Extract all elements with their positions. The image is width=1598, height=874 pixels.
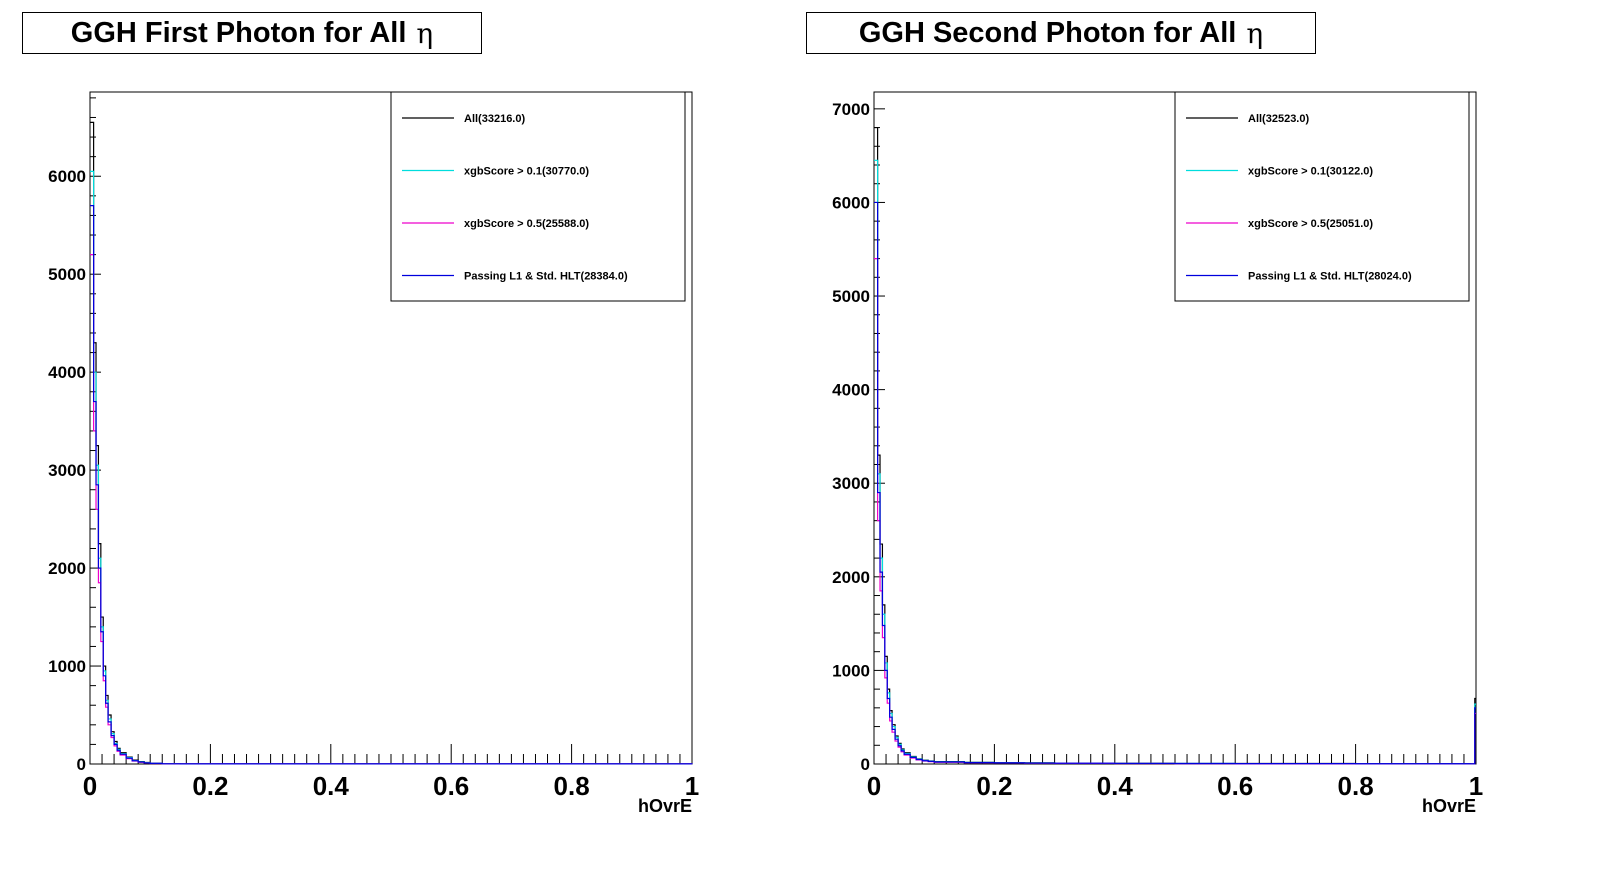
x-axis-title: hOvrE [1422, 796, 1476, 816]
x-tick-label: 1 [685, 771, 699, 801]
y-tick-label: 6000 [48, 167, 86, 186]
legend-entry: xgbScore > 0.5(25588.0) [464, 218, 589, 230]
y-tick-label: 1000 [48, 657, 86, 676]
chart-title: GGH First Photon for All η [22, 12, 482, 54]
chart-title-text: GGH First Photon for All [70, 16, 407, 49]
x-tick-label: 0.6 [433, 771, 469, 801]
legend-entry: All(32523.0) [1248, 113, 1309, 125]
y-tick-label: 1000 [832, 661, 870, 680]
legend-box [1174, 91, 1470, 302]
y-tick-label: 0 [77, 755, 86, 774]
legend-box [390, 91, 686, 302]
series-line [874, 201, 1476, 765]
legend-entry: xgbScore > 0.5(25051.0) [1248, 218, 1373, 230]
x-tick-label: 0.4 [313, 771, 350, 801]
y-tick-label: 5000 [48, 265, 86, 284]
first-photon-plot: 0 1000 2000 3000 4000 5000 6000 0 0.2 0.4 0.6 0.8 1h… [48, 91, 699, 816]
series-line [90, 254, 693, 765]
chart-title-symbol: η [1246, 16, 1264, 50]
chart-title-text: GGH Second Photon for All [858, 16, 1237, 49]
y-tick-label: 7000 [832, 100, 870, 119]
legend-entry: xgbScore > 0.1(30122.0) [1248, 166, 1373, 178]
x-tick-label: 0.4 [1097, 771, 1134, 801]
x-tick-label: 0.2 [976, 771, 1012, 801]
x-tick-label: 0.8 [1338, 771, 1374, 801]
y-tick-label: 4000 [832, 381, 870, 400]
chart-panel-first-photon: GGH First Photon for All η 0 1000 2000 3000… [22, 12, 699, 816]
y-tick-label: 2000 [832, 568, 870, 587]
x-tick-label: 0.6 [1217, 771, 1253, 801]
y-tick-label: 3000 [832, 474, 870, 493]
x-tick-label: 0 [867, 771, 881, 801]
y-tick-label: 3000 [48, 461, 86, 480]
chart-title-symbol: η [416, 16, 434, 50]
x-axis-title: hOvrE [638, 796, 692, 816]
chart-title: GGH Second Photon for All η [806, 12, 1316, 54]
y-tick-label: 2000 [48, 559, 86, 578]
x-tick-label: 0.2 [192, 771, 228, 801]
series-line [874, 257, 1476, 765]
chart-panel-second-photon: GGH Second Photon for All η 0 1000 2000 300… [784, 0, 1583, 874]
legend-entry: All(33216.0) [464, 113, 525, 125]
y-tick-label: 4000 [48, 363, 86, 382]
legend-entry: xgbScore > 0.1(30770.0) [464, 166, 589, 178]
second-photon-plot: 0 1000 2000 3000 4000 5000 6000 7000 0 0.2 0.4 0.6 0… [832, 91, 1483, 816]
x-tick-label: 0 [83, 771, 97, 801]
series-line [90, 205, 693, 765]
legend-entry: Passing L1 & Std. HLT(28024.0) [1248, 271, 1412, 283]
x-tick-label: 0.8 [554, 771, 590, 801]
legend-entry: Passing L1 & Std. HLT(28384.0) [464, 271, 628, 283]
y-tick-label: 0 [861, 755, 870, 774]
y-tick-label: 5000 [832, 287, 870, 306]
x-tick-label: 1 [1469, 771, 1483, 801]
y-tick-label: 6000 [832, 193, 870, 212]
